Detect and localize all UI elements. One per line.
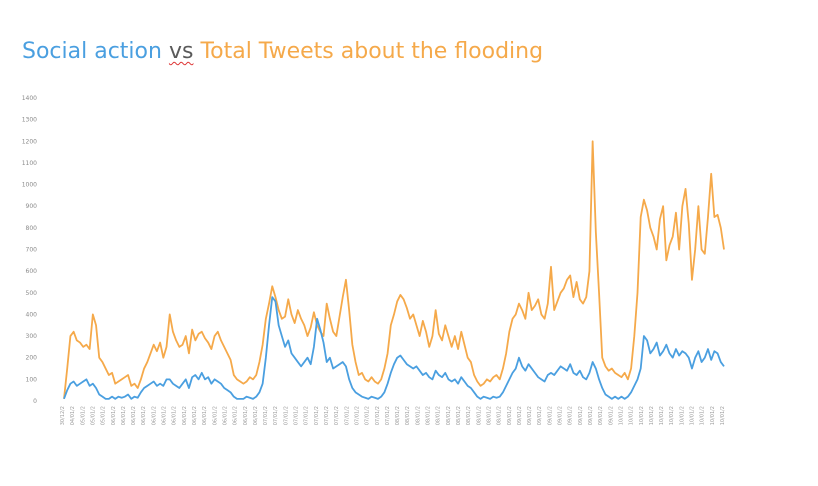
x-tick-label: 05/01/2 bbox=[101, 406, 107, 425]
x-tick-label: 05/01/2 bbox=[90, 406, 96, 425]
title-total-tweets: Total Tweets about the flooding bbox=[200, 39, 544, 64]
x-tick-label: 07/01/2 bbox=[273, 406, 279, 425]
x-tick-label: 06/01/2 bbox=[121, 406, 127, 425]
x-tick-label: 06/01/2 bbox=[151, 406, 157, 425]
x-tick-label: 06/01/2 bbox=[253, 406, 259, 425]
x-tick-label: 09/01/2 bbox=[547, 406, 553, 425]
y-tick-label: 800 bbox=[26, 225, 38, 232]
x-tick-label: 10/01/2 bbox=[618, 406, 624, 425]
x-tick-label: 07/01/2 bbox=[365, 406, 371, 425]
x-tick-label: 09/01/2 bbox=[598, 406, 604, 425]
y-tick-label: 100 bbox=[26, 376, 38, 383]
x-tick-label: 08/01/2 bbox=[415, 406, 421, 425]
title-social-action: Social action bbox=[22, 39, 162, 64]
y-tick-label: 500 bbox=[26, 290, 38, 297]
x-tick-label: 06/01/2 bbox=[131, 406, 137, 425]
series-line-total-tweets bbox=[63, 140, 725, 399]
x-tick-label: 09/01/2 bbox=[527, 406, 533, 425]
x-tick-label: 07/01/2 bbox=[334, 406, 340, 425]
y-axis: 0 100 200 300 400 500 600 700 800 900 1000 1100 1200… bbox=[22, 95, 37, 405]
x-tick-label: 04/01/2 bbox=[70, 406, 76, 425]
x-tick-label: 08/01/2 bbox=[497, 406, 503, 425]
x-tick-label: 10/01/2 bbox=[669, 406, 675, 425]
x-tick-label: 10/01/2 bbox=[679, 406, 685, 425]
x-tick-label: 10/01/2 bbox=[629, 406, 635, 425]
x-tick-label: 06/01/2 bbox=[192, 406, 198, 425]
x-tick-label: 07/01/2 bbox=[304, 406, 310, 425]
x-tick-label: 06/01/2 bbox=[162, 406, 168, 425]
y-tick-label: 1400 bbox=[22, 95, 37, 102]
y-tick-label: 400 bbox=[26, 311, 38, 318]
x-tick-label: 10/01/2 bbox=[639, 406, 645, 425]
x-tick-label: 06/01/2 bbox=[212, 406, 218, 425]
y-tick-label: 600 bbox=[26, 268, 38, 275]
x-tick-label: 06/01/2 bbox=[182, 406, 188, 425]
chart-title: Social action vs Total Tweets about the … bbox=[22, 38, 543, 66]
x-tick-label: 10/01/2 bbox=[700, 406, 706, 425]
series-line-social-action bbox=[63, 296, 725, 400]
x-tick-label: 10/01/2 bbox=[720, 406, 726, 425]
y-tick-label: 1300 bbox=[22, 117, 37, 124]
x-tick-label: 06/01/2 bbox=[222, 406, 228, 425]
x-tick-label: 06/01/2 bbox=[243, 406, 249, 425]
y-tick-label: 0 bbox=[33, 398, 37, 405]
x-tick-label: 09/01/2 bbox=[588, 406, 594, 425]
x-tick-label: 07/01/2 bbox=[294, 406, 300, 425]
x-tick-label: 06/01/2 bbox=[172, 406, 178, 425]
x-tick-label: 06/01/2 bbox=[233, 406, 239, 425]
x-axis: 30/12/2 04/01/2 05/01/2 05/01/2 05/01/2 06/01… bbox=[60, 406, 726, 425]
x-tick-label: 08/01/2 bbox=[446, 406, 452, 425]
y-tick-label: 1000 bbox=[22, 182, 37, 189]
x-tick-label: 08/01/2 bbox=[395, 406, 401, 425]
y-tick-label: 700 bbox=[26, 247, 38, 254]
x-tick-label: 07/01/2 bbox=[385, 406, 391, 425]
x-tick-label: 08/01/2 bbox=[436, 406, 442, 425]
x-tick-label: 07/01/2 bbox=[263, 406, 269, 425]
x-tick-label: 07/01/2 bbox=[354, 406, 360, 425]
x-tick-label: 06/01/2 bbox=[202, 406, 208, 425]
x-tick-label: 08/01/2 bbox=[466, 406, 472, 425]
x-tick-label: 06/01/2 bbox=[141, 406, 147, 425]
x-tick-label: 09/01/2 bbox=[507, 406, 513, 425]
x-tick-label: 09/01/2 bbox=[578, 406, 584, 425]
y-tick-label: 1100 bbox=[22, 160, 37, 167]
x-tick-label: 08/01/2 bbox=[476, 406, 482, 425]
x-tick-label: 07/01/2 bbox=[324, 406, 330, 425]
series-group bbox=[63, 140, 725, 400]
x-tick-label: 08/01/2 bbox=[486, 406, 492, 425]
x-tick-label: 09/01/2 bbox=[608, 406, 614, 425]
x-tick-label: 07/01/2 bbox=[314, 406, 320, 425]
x-tick-label: 09/01/2 bbox=[558, 406, 564, 425]
x-tick-label: 30/12/2 bbox=[60, 406, 66, 425]
x-tick-label: 07/01/2 bbox=[344, 406, 350, 425]
y-tick-label: 1200 bbox=[22, 138, 37, 145]
x-tick-label: 08/01/2 bbox=[426, 406, 432, 425]
y-tick-label: 300 bbox=[26, 333, 38, 340]
x-tick-label: 08/01/2 bbox=[405, 406, 411, 425]
x-tick-label: 05/01/2 bbox=[80, 406, 86, 425]
y-tick-label: 900 bbox=[26, 203, 38, 210]
y-tick-label: 200 bbox=[26, 355, 38, 362]
x-tick-label: 10/01/2 bbox=[690, 406, 696, 425]
x-tick-label: 09/01/2 bbox=[568, 406, 574, 425]
x-tick-label: 10/01/2 bbox=[649, 406, 655, 425]
title-vs: vs bbox=[168, 39, 194, 64]
x-tick-label: 09/01/2 bbox=[537, 406, 543, 425]
x-tick-label: 10/01/2 bbox=[659, 406, 665, 425]
x-tick-label: 07/01/2 bbox=[375, 406, 381, 425]
x-tick-label: 06/01/2 bbox=[111, 406, 117, 425]
x-tick-label: 09/01/2 bbox=[517, 406, 523, 425]
x-tick-label: 10/01/2 bbox=[710, 406, 716, 425]
x-tick-label: 08/01/2 bbox=[456, 406, 462, 425]
x-tick-label: 07/01/2 bbox=[283, 406, 289, 425]
